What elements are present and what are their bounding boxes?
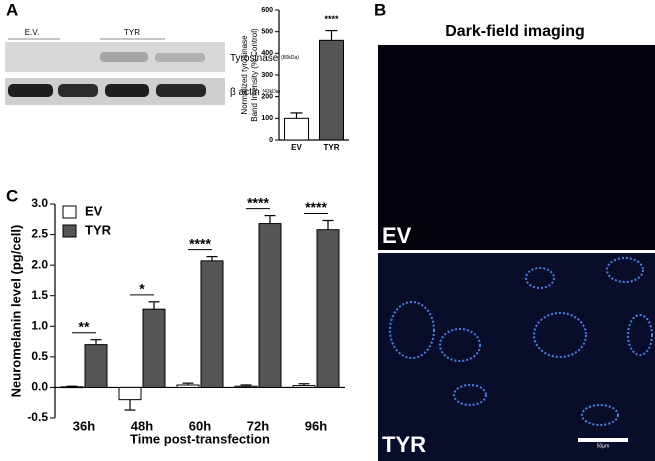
y-tick-label: 0.5 — [31, 349, 48, 363]
significance: **** — [247, 194, 269, 210]
y-tick-label: 300 — [261, 72, 273, 79]
y-tick-label: 1.5 — [31, 288, 48, 302]
imaging-title: Dark-field imaging — [445, 23, 585, 40]
x-tick-label: 48h — [131, 418, 153, 433]
legend-swatch — [62, 224, 77, 238]
bar — [234, 385, 258, 388]
bar — [284, 117, 309, 141]
bar — [200, 260, 224, 388]
x-tick-label: 72h — [247, 418, 269, 433]
panel-label: C — [6, 186, 18, 205]
image-label: TYR — [382, 432, 426, 457]
image-tyr — [378, 253, 655, 461]
panel-label: A — [6, 0, 18, 19]
blot: E.V. TYR Tyrosinase (80kDa) β actin (43k… — [5, 28, 299, 105]
y-tick-label: 0 — [269, 137, 273, 144]
speckles — [389, 257, 653, 426]
panel-label: B — [374, 0, 386, 19]
x-tick-label: 36h — [73, 418, 95, 433]
legend-label: EV — [85, 203, 103, 218]
bar — [142, 308, 166, 388]
y-tick-label: 500 — [261, 29, 273, 36]
image-ev — [378, 45, 655, 250]
lane-label: E.V. — [25, 28, 39, 37]
bar — [176, 384, 200, 388]
significance: * — [139, 281, 145, 297]
significance: ** — [79, 318, 90, 334]
y-tick-label: 200 — [261, 94, 273, 101]
image-label: EV — [382, 223, 412, 248]
y-tick-label: 100 — [261, 115, 273, 122]
bar — [60, 386, 84, 389]
y-axis-title: Neuromelanin level (pg/cell) — [8, 225, 23, 398]
x-tick-label: 60h — [189, 418, 211, 433]
y-axis-title: Normalized tyrosinase — [240, 35, 249, 115]
significance: **** — [189, 235, 211, 251]
y-tick-label: -0.5 — [27, 410, 48, 424]
legend-swatch — [62, 205, 77, 219]
legend-label: TYR — [85, 222, 112, 237]
significance: **** — [305, 199, 327, 215]
significance: **** — [324, 14, 339, 24]
x-axis-title: Time post-transfection — [130, 431, 270, 446]
x-tick-label: TYR — [324, 143, 340, 152]
bar — [258, 223, 282, 388]
scale-label: 50µm — [597, 443, 610, 449]
scale-bar — [578, 438, 628, 442]
band-label: Tyrosinase (80kDa) — [230, 53, 299, 64]
y-tick-label: 3.0 — [31, 196, 48, 210]
band-label: β actin (43kDa) — [230, 87, 281, 98]
x-tick-label: 96h — [305, 418, 327, 433]
y-tick-label: 1.0 — [31, 318, 48, 332]
y-tick-label: 2.5 — [31, 227, 48, 241]
y-tick-label: 2.0 — [31, 257, 48, 271]
lane-label: TYR — [124, 28, 140, 37]
y-axis-title: Band Intensity (% Control) — [250, 28, 259, 122]
bar — [292, 385, 316, 388]
y-tick-label: 0.0 — [31, 380, 48, 394]
x-tick-label: EV — [291, 143, 302, 152]
bar — [84, 344, 108, 388]
bar — [316, 229, 340, 388]
y-tick-label: 400 — [261, 50, 273, 57]
bar — [118, 386, 142, 401]
bar — [319, 39, 344, 141]
y-tick-label: 600 — [261, 7, 273, 14]
